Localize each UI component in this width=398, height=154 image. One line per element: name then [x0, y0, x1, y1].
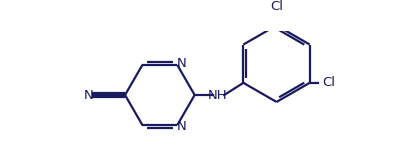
- Text: N: N: [176, 120, 186, 133]
- Text: Cl: Cl: [270, 0, 283, 13]
- Text: N: N: [176, 57, 186, 71]
- Text: NH: NH: [208, 89, 228, 101]
- Text: N: N: [84, 89, 94, 101]
- Text: Cl: Cl: [322, 76, 335, 89]
